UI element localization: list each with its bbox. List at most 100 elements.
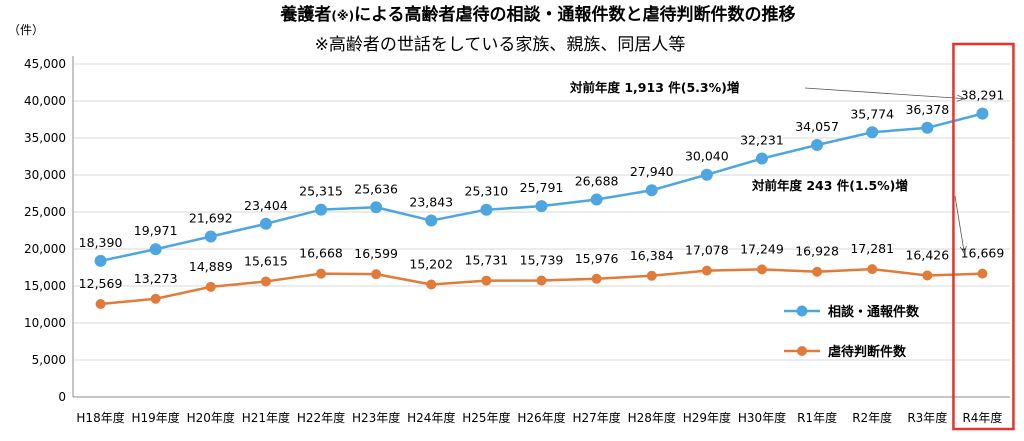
data-point [259,217,272,230]
data-label: 15,615 [244,253,288,268]
data-point [315,203,328,216]
x-tick-label: R4年度 [962,410,1002,425]
data-label: 13,273 [134,271,178,286]
data-point [536,275,547,286]
highlight-box [952,42,1015,431]
data-label: 15,202 [409,257,453,272]
annotation-arrowhead [959,245,967,255]
data-label: 27,940 [630,164,674,179]
data-label: 36,378 [905,102,949,117]
data-label: 34,057 [795,119,839,134]
data-point [370,201,383,214]
y-tick-label: 45,000 [24,57,66,71]
y-tick-label: 5,000 [32,353,66,367]
data-point [977,268,988,279]
data-point [700,168,713,181]
data-label: 16,669 [961,246,1005,261]
data-label: 12,569 [79,276,123,291]
data-point [591,273,602,284]
data-label: 16,668 [299,246,343,261]
x-tick-label: H20年度 [187,410,235,425]
y-axis-unit: （件） [8,23,44,37]
y-tick-label: 0 [58,390,66,404]
y-tick-label: 15,000 [24,279,66,293]
x-tick-label: H30年度 [738,410,786,425]
data-point [756,264,767,275]
x-tick-label: H25年度 [462,410,510,425]
data-point [922,270,933,281]
annotation-leader [804,87,965,100]
legend-marker [796,305,808,317]
data-label: 30,040 [685,149,729,164]
x-tick-label: H26年度 [517,410,565,425]
x-tick-label: R2年度 [852,410,892,425]
data-label: 17,281 [850,241,894,256]
legend-marker [797,346,807,356]
data-point [480,203,493,216]
data-label: 32,231 [740,132,784,147]
data-point [867,264,878,275]
y-tick-label: 25,000 [24,205,66,219]
x-tick-label: R3年度 [907,410,947,425]
data-label: 17,249 [740,241,784,256]
y-tick-label: 40,000 [24,94,66,108]
data-label: 38,291 [961,88,1005,103]
x-tick-label: H19年度 [132,410,180,425]
chart-subtitle: ※高齢者の世話をしている家族、親族、同居人等 [315,35,686,55]
x-tick-label: H29年度 [683,410,731,425]
data-point [755,152,768,165]
data-point [811,138,824,151]
data-label: 23,404 [244,198,288,213]
data-label: 19,971 [134,223,178,238]
plot-area: 0 5,000 10,000 15,000 20,000 25,000 30,000 35,0… [24,42,1015,431]
data-label: 17,078 [685,243,729,258]
annotation-text: 対前年度 1,913 件(5.3%)増 [569,80,739,95]
data-label: 25,310 [465,184,509,199]
data-point [371,269,382,280]
data-point [316,268,327,279]
chart-title: 養護者(※)による高齢者虐待の相談・通報件数と虐待判断件数の推移 [279,4,795,25]
x-tick-label: H28年度 [628,410,676,425]
data-label: 18,390 [79,235,123,250]
data-label: 15,739 [520,253,564,268]
x-tick-label: H22年度 [297,410,345,425]
data-label: 25,315 [299,184,343,199]
data-label: 25,636 [354,181,398,196]
data-label: 25,791 [520,180,564,195]
data-point [921,121,934,134]
data-label: 16,426 [905,247,949,262]
legend-label: 虐待判断件数 [828,344,907,360]
x-tick-label: H21年度 [242,410,290,425]
annotation-leader [954,195,965,254]
data-point [149,243,162,256]
x-tick-label: H27年度 [572,410,620,425]
data-point [94,254,107,267]
data-label: 16,384 [630,248,674,263]
data-point [701,265,712,276]
data-point [976,107,989,120]
data-label: 15,976 [575,251,619,266]
data-label: 26,688 [575,174,619,189]
data-label: 14,889 [189,259,233,274]
data-point [866,126,879,139]
legend-label: 相談・通報件数 [828,304,920,320]
data-point [204,230,217,243]
data-label: 23,843 [409,195,453,210]
data-point [205,281,216,292]
data-point [150,293,161,304]
annotation-arrowhead [956,94,966,102]
x-tick-label: R1年度 [797,410,837,425]
data-label: 16,928 [795,244,839,259]
y-tick-label: 30,000 [24,168,66,182]
data-point [426,279,437,290]
series-line [100,267,983,306]
x-tick-label: H23年度 [352,410,400,425]
data-point [95,298,106,309]
data-point [646,270,657,281]
data-label: 16,599 [354,246,398,261]
y-tick-label: 35,000 [24,131,66,145]
y-tick-label: 20,000 [24,242,66,256]
data-label: 21,692 [189,210,233,225]
annotation-text: 対前年度 243 件(1.5%)増 [751,178,908,193]
